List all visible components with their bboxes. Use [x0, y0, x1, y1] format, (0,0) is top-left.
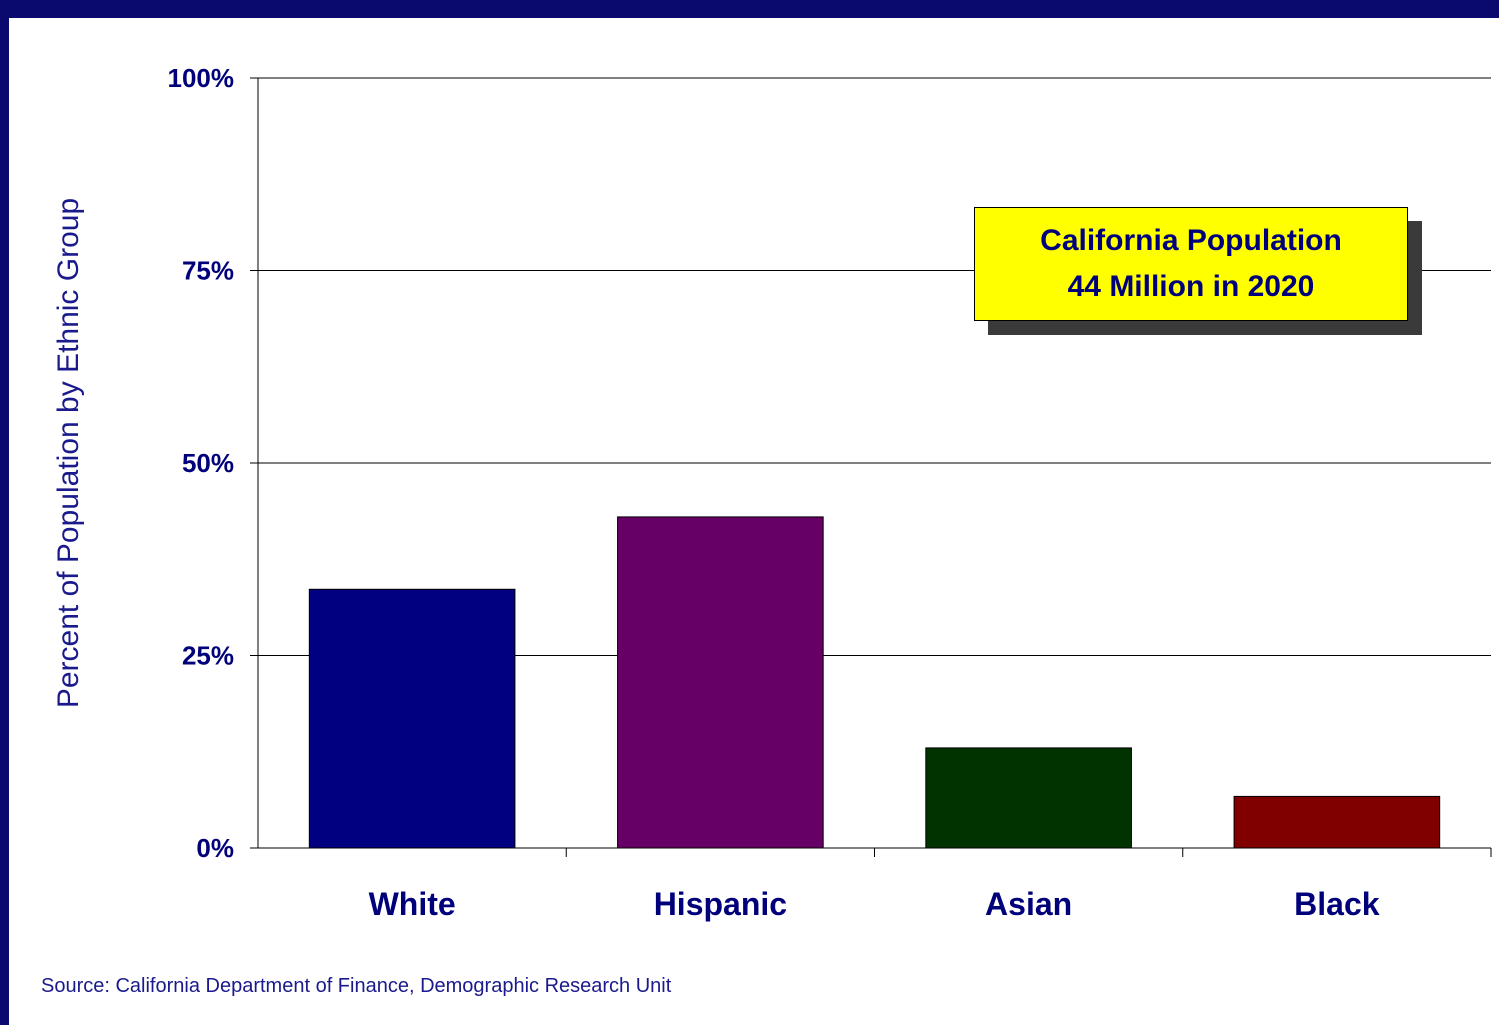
gridlines — [258, 77, 1491, 656]
x-tick-label: White — [369, 886, 456, 922]
y-tick-label: 100% — [168, 63, 235, 93]
bar-hispanic — [617, 516, 824, 849]
y-tick-label: 25% — [182, 641, 234, 671]
y-axis-label: Percent of Population by Ethnic Group — [52, 198, 85, 708]
source-note: Source: California Department of Finance… — [41, 975, 672, 997]
callout-line-1: California Population — [1040, 224, 1342, 257]
y-tick-label: 75% — [182, 256, 234, 286]
bar-asian — [925, 747, 1132, 849]
population-callout: California Population 44 Million in 2020 — [974, 207, 1408, 321]
slide-frame-top — [0, 0, 1499, 18]
x-tick-label: Asian — [985, 886, 1072, 922]
y-tick-label: 0% — [196, 833, 234, 863]
axes: 0% 25% 50% 75% 100% White Hispanic Asian Black — [168, 63, 1492, 922]
bar-black — [1233, 795, 1441, 849]
x-tick-label: Black — [1294, 886, 1380, 922]
callout-line-2: 44 Million in 2020 — [1067, 270, 1315, 303]
bar-white — [308, 588, 516, 849]
x-tick-label: Hispanic — [654, 886, 787, 922]
y-tick-label: 50% — [182, 448, 234, 478]
bars — [308, 516, 1441, 849]
slide-frame-left — [0, 0, 9, 1025]
